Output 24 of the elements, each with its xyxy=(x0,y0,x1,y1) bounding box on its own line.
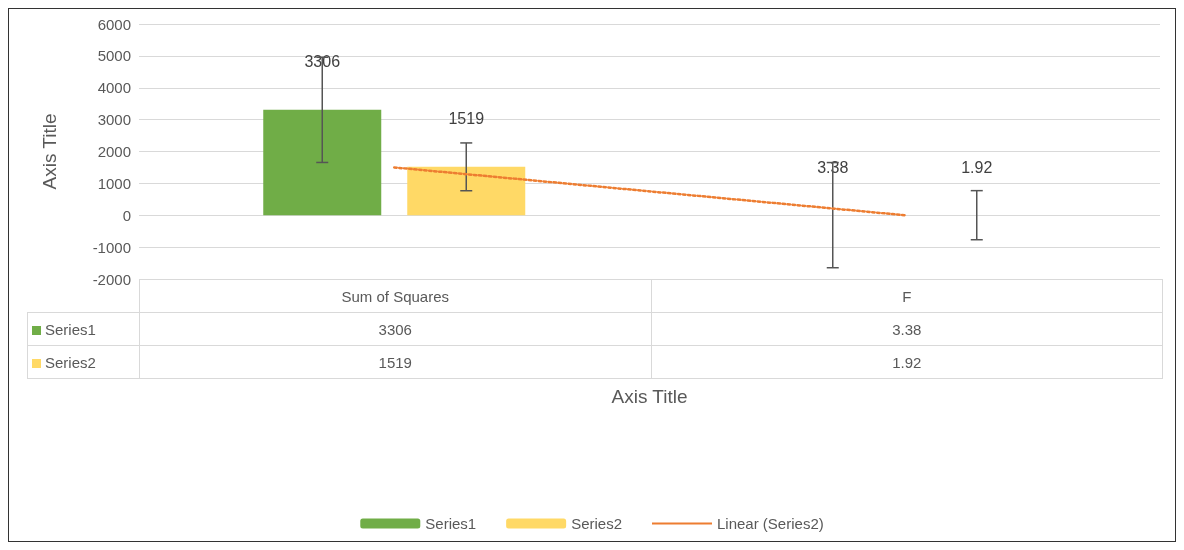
text: 1.92 xyxy=(961,158,993,176)
x-tick-label: F xyxy=(651,279,1163,313)
data-label: 3.38 xyxy=(651,312,1163,346)
y-tick-label: 6000 xyxy=(97,15,131,33)
data-label: 1519 xyxy=(139,345,651,379)
y-tick-label: 5000 xyxy=(97,47,131,65)
text: Series1 xyxy=(425,515,477,532)
data-label: 3306 xyxy=(139,312,651,346)
y-tick-label: 2000 xyxy=(97,143,131,160)
y-axis-title: Axis Title xyxy=(39,113,60,190)
text: 1519 xyxy=(448,110,485,128)
y-tick-label: 0 xyxy=(122,206,131,224)
y-tick-label: 3000 xyxy=(97,111,131,129)
y-tick-label: -1000 xyxy=(92,238,131,256)
legend-label: Series1 xyxy=(27,312,140,346)
x-axis-title: Axis Title xyxy=(611,386,688,407)
text: Series2 xyxy=(45,353,96,371)
y-tick-label: -2000 xyxy=(92,270,131,288)
x-tick-label: Sum of Squares xyxy=(139,279,651,313)
legend-label: Series2 xyxy=(571,515,622,532)
y-tick-label: 1000 xyxy=(97,174,131,192)
data-label: 1.92 xyxy=(651,345,1163,379)
y-tick-label: 4000 xyxy=(97,79,131,97)
legend-label: Linear (Series2) xyxy=(717,515,824,532)
